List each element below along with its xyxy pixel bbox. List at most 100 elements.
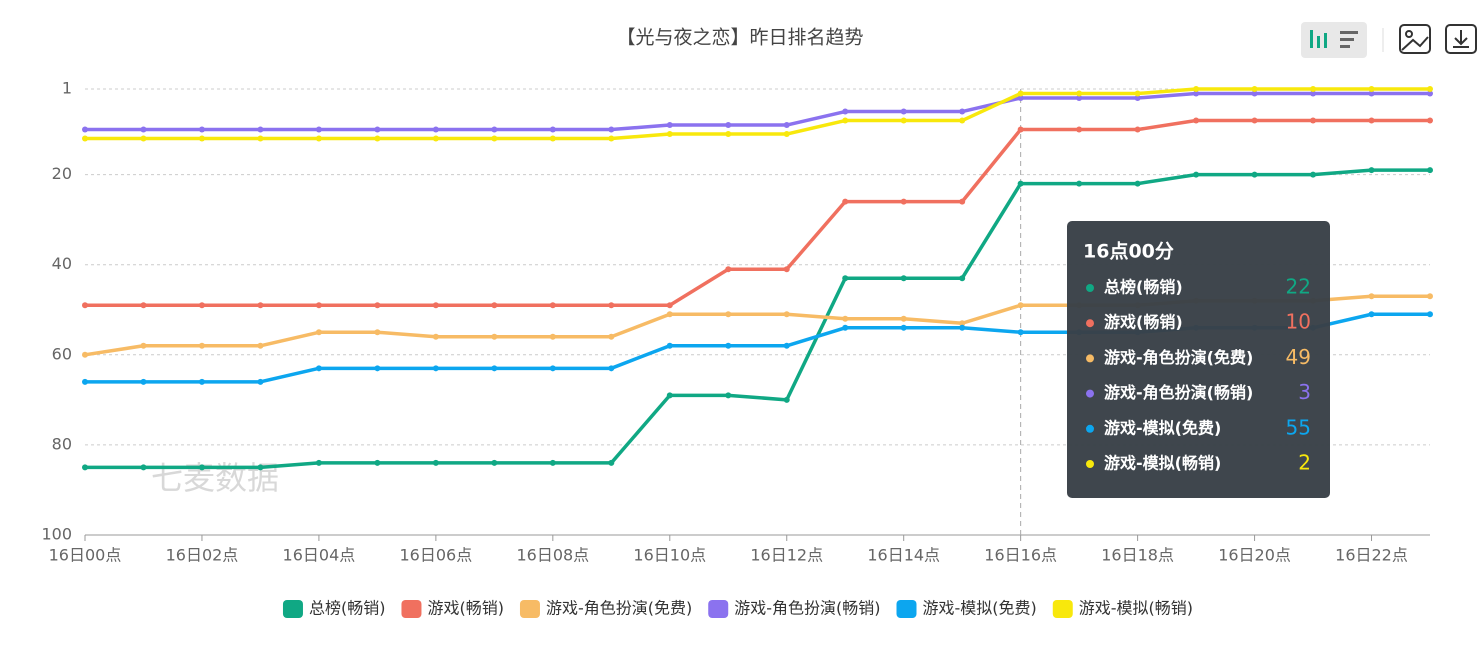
data-point (374, 365, 381, 372)
data-point (666, 342, 673, 349)
data-point (842, 315, 849, 322)
data-point (725, 311, 732, 318)
data-point (1368, 117, 1375, 124)
data-point (666, 311, 673, 318)
data-point (1134, 180, 1141, 187)
data-point (549, 135, 556, 142)
legend-swatch (401, 600, 422, 618)
data-point (900, 324, 907, 331)
data-point (608, 302, 615, 309)
watermark: 七麦数据 (151, 459, 279, 497)
tooltip-dot (1086, 319, 1094, 328)
list-icon[interactable] (1340, 31, 1358, 48)
data-point (1017, 180, 1024, 187)
data-point (257, 135, 264, 142)
data-point (198, 126, 205, 133)
legend: 总榜(畅销) 游戏(畅销) 游戏-角色扮演(免费) 游戏-角色扮演(畅销) 游戏-模拟(… (282, 599, 1193, 618)
data-point (140, 126, 147, 133)
data-point (432, 459, 439, 466)
data-point (783, 131, 790, 138)
legend-label: 游戏-模拟(畅销) (1079, 599, 1193, 618)
data-point (82, 126, 88, 133)
data-point (900, 315, 907, 322)
data-point (608, 365, 615, 372)
data-point (666, 131, 673, 138)
data-point (257, 464, 264, 471)
data-point (257, 302, 264, 309)
data-point (257, 342, 264, 349)
data-point (1134, 126, 1141, 133)
bar-icon[interactable] (1310, 30, 1327, 48)
data-point (1310, 86, 1317, 92)
data-point (608, 459, 615, 466)
legend-swatch (1052, 600, 1073, 618)
data-point (374, 329, 381, 336)
data-point (959, 324, 966, 331)
data-point (1017, 302, 1024, 309)
data-point (198, 378, 205, 385)
data-point (1368, 90, 1375, 97)
data-point (783, 122, 790, 129)
image-icon[interactable] (1399, 24, 1431, 54)
data-point (140, 378, 147, 385)
data-point (959, 117, 966, 124)
data-point (140, 342, 147, 349)
tooltip-title: 16点00分 (1083, 241, 1174, 263)
data-point (82, 351, 88, 358)
data-point (842, 108, 849, 115)
data-point (1076, 95, 1083, 102)
x-tick-label: 16日08点 (516, 546, 589, 565)
data-point (315, 459, 322, 466)
tooltip-value: 55 (1286, 415, 1311, 439)
data-point (1427, 90, 1433, 97)
data-point (140, 135, 147, 142)
data-point (549, 459, 556, 466)
x-tick-label: 16日22点 (1335, 546, 1408, 565)
tooltip-name: 游戏(畅销) (1104, 313, 1183, 332)
data-point (900, 198, 907, 205)
data-point (725, 392, 732, 399)
x-tick-label: 16日04点 (283, 546, 356, 565)
download-icon[interactable] (1445, 24, 1477, 54)
x-tick-label: 16日06点 (400, 546, 473, 565)
data-point (491, 333, 498, 340)
data-point (725, 122, 732, 129)
data-point (842, 275, 849, 282)
data-point (432, 333, 439, 340)
data-point (315, 135, 322, 142)
x-tick-label: 16日02点 (166, 546, 239, 565)
data-point (608, 333, 615, 340)
data-point (1310, 171, 1317, 178)
data-point (608, 126, 615, 133)
data-point (842, 198, 849, 205)
tooltip-dot (1086, 460, 1094, 468)
x-tick-label: 16日10点 (633, 546, 706, 565)
data-point (959, 320, 966, 327)
y-tick-label: 100 (41, 525, 72, 544)
data-point (491, 365, 498, 372)
y-tick-label: 60 (52, 344, 72, 363)
data-point (432, 126, 439, 133)
data-point (491, 135, 498, 142)
legend-label: 游戏-模拟(免费) (923, 599, 1037, 618)
data-point (783, 311, 790, 318)
data-point (82, 135, 88, 142)
data-point (140, 464, 147, 471)
x-tick-label: 16日16点 (984, 546, 1057, 565)
tooltip-value: 2 (1298, 451, 1311, 475)
tooltip-name: 游戏-模拟(免费) (1104, 418, 1221, 437)
series-line (85, 118, 1430, 307)
tooltip-name: 游戏-角色扮演(畅销) (1104, 383, 1253, 402)
data-point (783, 396, 790, 403)
data-point (198, 464, 205, 471)
data-point (1427, 293, 1433, 300)
data-point (1193, 90, 1200, 97)
data-point (1310, 90, 1317, 97)
data-point (549, 365, 556, 372)
data-point (1427, 311, 1433, 318)
data-point (1193, 86, 1200, 92)
data-point (198, 302, 205, 309)
tooltip-dot (1086, 424, 1094, 433)
data-point (432, 365, 439, 372)
